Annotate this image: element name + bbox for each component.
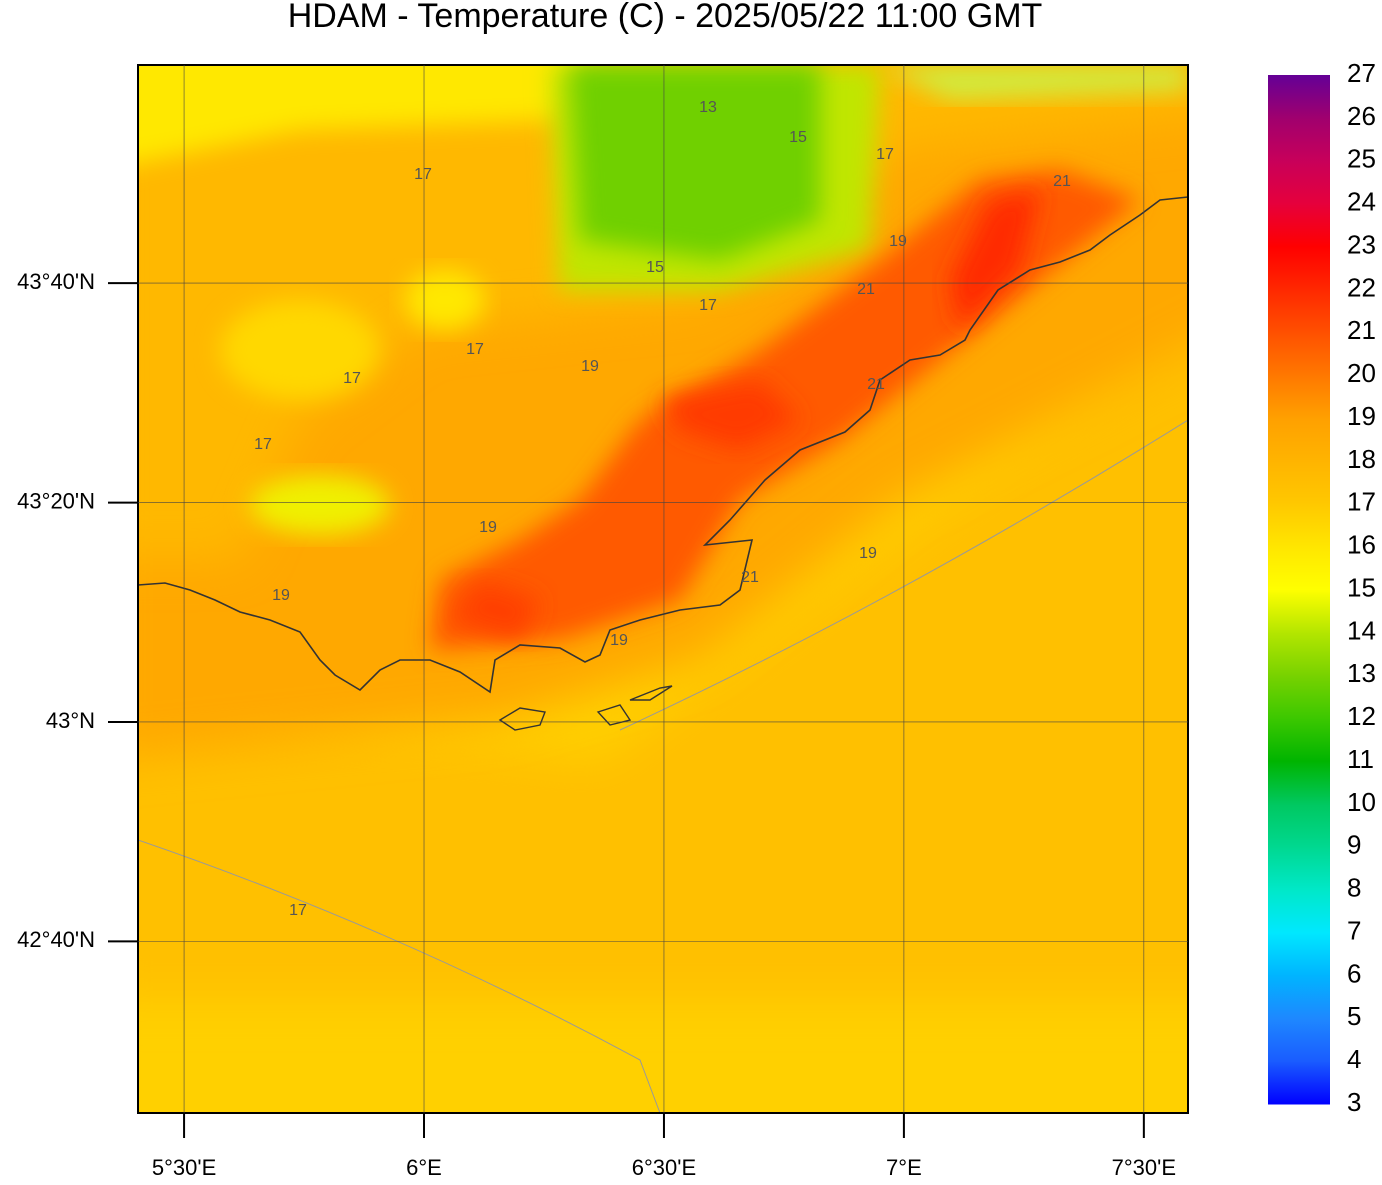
colorbar-label: 17 xyxy=(1347,487,1376,517)
contour-label: 17 xyxy=(414,166,432,183)
colorbar-band xyxy=(1268,203,1330,247)
colorbar-band xyxy=(1268,75,1330,119)
colorbar-band xyxy=(1268,761,1330,805)
contour-label: 19 xyxy=(859,545,877,562)
colorbar-label: 4 xyxy=(1347,1044,1361,1074)
contour-label: 17 xyxy=(466,341,484,358)
colorbar-label: 22 xyxy=(1347,272,1376,302)
x-tick-label: 5°30'E xyxy=(152,1155,216,1180)
colorbar-label: 23 xyxy=(1347,229,1376,259)
map-title: HDAM - Temperature (C) - 2025/05/22 11:0… xyxy=(288,0,1043,35)
y-tick-label: 43°20'N xyxy=(17,488,95,513)
colorbar-label: 10 xyxy=(1347,787,1376,817)
colorbar-label: 11 xyxy=(1347,744,1374,774)
contour-label: 17 xyxy=(254,436,272,453)
contour-label: 21 xyxy=(857,281,875,298)
colorbar-band xyxy=(1268,803,1330,848)
contour-label: 19 xyxy=(272,587,290,604)
colorbar-label: 26 xyxy=(1347,101,1376,131)
colorbar-band xyxy=(1268,289,1330,333)
colorbar-label: 16 xyxy=(1347,530,1376,560)
contour-label: 17 xyxy=(699,297,717,314)
contour-label: 21 xyxy=(1053,173,1071,190)
colorbar-label: 25 xyxy=(1347,144,1376,174)
colorbar-label: 7 xyxy=(1347,915,1361,945)
contour-label: 19 xyxy=(581,358,599,375)
colorbar-band xyxy=(1268,160,1330,205)
colorbar-band xyxy=(1268,332,1330,376)
colorbar-band xyxy=(1268,718,1330,762)
x-tick-label: 6°E xyxy=(406,1155,442,1180)
contour-label: 19 xyxy=(479,519,497,536)
colorbar-label: 27 xyxy=(1347,58,1376,88)
colorbar-band xyxy=(1268,1018,1330,1062)
contour-label: 15 xyxy=(789,129,807,146)
colorbar-band xyxy=(1268,375,1330,419)
colorbar-band xyxy=(1268,889,1330,933)
colorbar-band xyxy=(1268,418,1330,462)
colorbar-band xyxy=(1268,460,1330,505)
colorbar-label: 12 xyxy=(1347,701,1376,731)
x-tick-label: 6°30'E xyxy=(632,1155,696,1180)
colorbar-label: 3 xyxy=(1347,1087,1361,1117)
contour-label: 13 xyxy=(699,99,717,116)
colorbar-band xyxy=(1268,117,1330,162)
y-tick-label: 42°40'N xyxy=(17,927,95,952)
colorbar-label: 24 xyxy=(1347,187,1376,217)
colorbar-label: 13 xyxy=(1347,658,1376,688)
temperature-field xyxy=(138,65,1188,1113)
colorbar-band xyxy=(1268,546,1330,590)
colorbar-label: 14 xyxy=(1347,615,1376,645)
contour-label: 15 xyxy=(646,259,664,276)
colorbar-band xyxy=(1268,632,1330,676)
contour-label: 17 xyxy=(343,370,361,387)
colorbar-band xyxy=(1268,975,1330,1019)
colorbar-label: 18 xyxy=(1347,444,1376,474)
colorbar-label: 21 xyxy=(1347,315,1376,345)
x-tick-label: 7°E xyxy=(886,1155,922,1180)
contour-label: 19 xyxy=(610,632,628,649)
contour-label: 17 xyxy=(876,146,894,163)
y-tick-label: 43°N xyxy=(46,708,95,733)
contour-label: 17 xyxy=(289,902,307,919)
colorbar-label: 6 xyxy=(1347,958,1361,988)
contour-label: 21 xyxy=(867,376,885,393)
colorbar-label: 19 xyxy=(1347,401,1376,431)
contour-label: 19 xyxy=(889,233,907,250)
colorbar-band xyxy=(1268,675,1330,719)
y-tick-label: 43°40'N xyxy=(17,269,95,294)
colorbar-label: 15 xyxy=(1347,572,1376,602)
colorbar-band xyxy=(1268,503,1330,548)
colorbar-band xyxy=(1268,1061,1330,1105)
colorbar-band xyxy=(1268,589,1330,633)
colorbar-label: 9 xyxy=(1347,830,1361,860)
colorbar-band xyxy=(1268,246,1330,290)
colorbar-label: 8 xyxy=(1347,873,1361,903)
colorbar-band xyxy=(1268,932,1330,976)
colorbar-label: 5 xyxy=(1347,1001,1361,1031)
contour-label: 21 xyxy=(741,569,759,586)
colorbar-label: 20 xyxy=(1347,358,1376,388)
x-tick-label: 7°30'E xyxy=(1112,1155,1176,1180)
colorbar-band xyxy=(1268,846,1330,891)
